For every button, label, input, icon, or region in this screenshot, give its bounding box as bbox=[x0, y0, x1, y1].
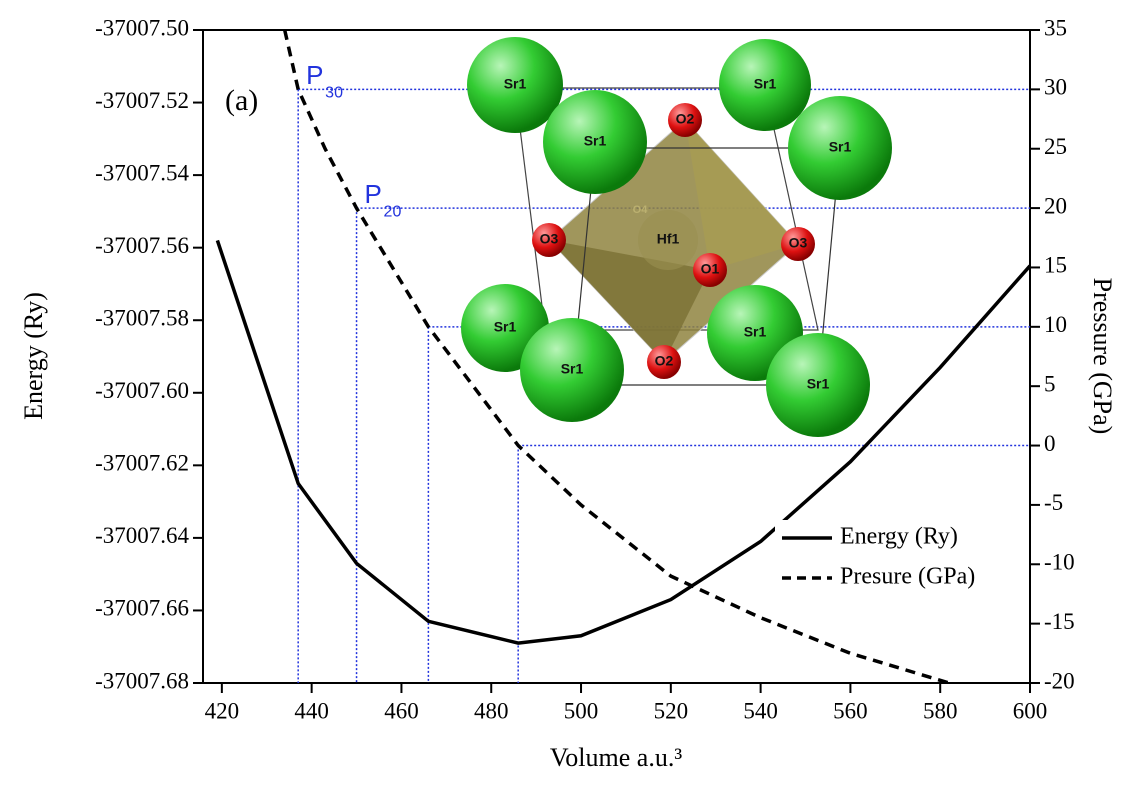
panel-label: (a) bbox=[225, 84, 258, 117]
y-tick-label: -37007.60 bbox=[95, 378, 189, 403]
y-tick-label: -37007.62 bbox=[95, 451, 189, 476]
y2-tick-label: -5 bbox=[1044, 490, 1063, 515]
inset: Sr1 Sr1 Sr1 Sr1 Sr1 Sr1 Sr1 Sr1 O4 Hf1 O2 O3 O3 O1 O2 bbox=[461, 37, 892, 437]
y-tick-label: -37007.66 bbox=[95, 596, 189, 621]
atom bbox=[638, 210, 698, 270]
y-tick-label: -37007.52 bbox=[95, 88, 189, 113]
annotation: P bbox=[306, 60, 323, 90]
atom-label: O3 bbox=[540, 231, 559, 247]
atom bbox=[788, 96, 892, 200]
atom bbox=[781, 227, 815, 261]
x-tick-label: 520 bbox=[654, 698, 689, 723]
series-line bbox=[282, 30, 950, 683]
atom bbox=[693, 253, 727, 287]
legend-label: Presure (GPa) bbox=[840, 564, 975, 590]
y-tick-label: -37007.54 bbox=[95, 160, 189, 185]
x-tick-label: 440 bbox=[294, 698, 329, 723]
atom-label: O3 bbox=[789, 235, 808, 251]
x-tick-label: 580 bbox=[923, 698, 958, 723]
annotation: P bbox=[365, 179, 382, 209]
x-axis-label: Volume a.u.³ bbox=[550, 743, 682, 772]
y2-tick-label: 20 bbox=[1044, 193, 1067, 218]
atom-label: O2 bbox=[655, 353, 674, 369]
atom-label: Hf1 bbox=[657, 231, 680, 247]
x-tick-label: 600 bbox=[1013, 698, 1048, 723]
atom-label: O2 bbox=[676, 111, 695, 127]
octahedron-face bbox=[685, 120, 798, 270]
atom bbox=[520, 318, 624, 422]
series-line bbox=[215, 239, 1030, 645]
octahedron-face bbox=[549, 240, 710, 362]
atom bbox=[467, 37, 563, 133]
y2-tick-label: 35 bbox=[1044, 15, 1067, 40]
y-tick-label: -37007.68 bbox=[95, 668, 189, 693]
x-tick-label: 540 bbox=[743, 698, 778, 723]
y-tick-label: -37007.58 bbox=[95, 306, 189, 331]
y-axis-label: Energy (Ry) bbox=[19, 292, 48, 420]
y2-tick-label: 10 bbox=[1044, 312, 1067, 337]
annotation-sub: 20 bbox=[384, 203, 402, 220]
atom-label: Sr1 bbox=[584, 133, 607, 149]
plot-frame bbox=[202, 29, 1031, 684]
y2-tick-label: 5 bbox=[1044, 371, 1056, 396]
y2-tick-label: -15 bbox=[1044, 609, 1075, 634]
atom-label: Sr1 bbox=[561, 361, 584, 377]
y2-tick-label: 30 bbox=[1044, 75, 1067, 100]
atom-label: Sr1 bbox=[829, 139, 852, 155]
atom bbox=[532, 223, 566, 257]
x-tick-label: 480 bbox=[474, 698, 509, 723]
y2-tick-label: 0 bbox=[1044, 431, 1056, 456]
legend-label: Energy (Ry) bbox=[840, 524, 958, 550]
annotation-sub: 30 bbox=[325, 85, 343, 102]
atom-label: Sr1 bbox=[807, 376, 830, 392]
atom bbox=[668, 103, 702, 137]
atom-label: O4 bbox=[633, 204, 649, 216]
x-tick-label: 460 bbox=[384, 698, 419, 723]
atom-label: O1 bbox=[701, 261, 720, 277]
atom-label: Sr1 bbox=[754, 76, 777, 92]
y2-tick-label: -10 bbox=[1044, 550, 1075, 575]
atom-label: Sr1 bbox=[504, 76, 527, 92]
atom bbox=[543, 90, 647, 194]
atom bbox=[719, 39, 811, 131]
x-tick-label: 420 bbox=[205, 698, 240, 723]
y-tick-label: -37007.64 bbox=[95, 523, 189, 548]
y-tick-label: -37007.50 bbox=[95, 15, 189, 40]
atom bbox=[647, 345, 681, 379]
x-tick-label: 560 bbox=[833, 698, 868, 723]
y2-axis-label: Pressure (GPa) bbox=[1088, 278, 1117, 435]
y2-tick-label: 15 bbox=[1044, 253, 1067, 278]
y2-tick-label: 25 bbox=[1044, 134, 1067, 159]
y-tick-label: -37007.56 bbox=[95, 233, 189, 258]
atom bbox=[766, 333, 870, 437]
atom-label: Sr1 bbox=[494, 319, 517, 335]
y2-tick-label: -20 bbox=[1044, 668, 1075, 693]
x-tick-label: 500 bbox=[564, 698, 599, 723]
atom-label: Sr1 bbox=[744, 324, 767, 340]
